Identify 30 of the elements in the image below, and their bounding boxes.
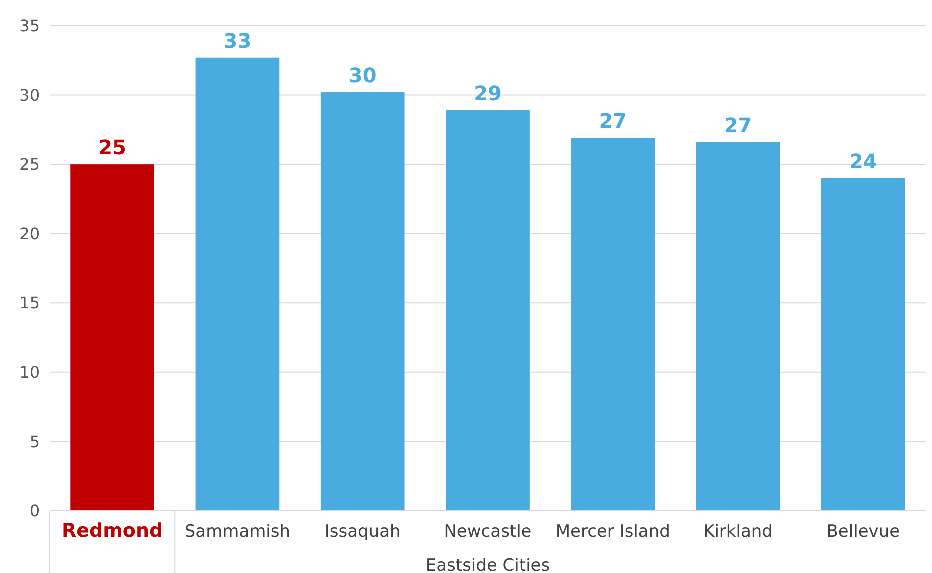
y-tick-label: 25 [20, 155, 40, 174]
x-tick-label: Sammamish [184, 522, 291, 542]
data-label: 24 [850, 149, 878, 174]
data-label: 29 [474, 82, 502, 106]
x-tick-label: Redmond [62, 520, 164, 542]
y-tick-label: 15 [20, 294, 40, 313]
x-axis-title: Eastside Cities [426, 556, 550, 573]
bar [196, 58, 280, 511]
y-tick-label: 5 [30, 432, 40, 452]
x-tick-label: Newcastle [444, 522, 532, 542]
bar [571, 138, 656, 511]
data-label: 27 [724, 113, 752, 138]
y-tick-label: 10 [20, 363, 40, 382]
data-label: 33 [224, 28, 252, 53]
data-label: 30 [348, 64, 377, 88]
y-tick-label: 20 [20, 224, 40, 244]
data-label: 25 [98, 136, 126, 160]
x-tick-label: Mercer Island [556, 522, 670, 542]
y-tick-label: 30 [20, 86, 40, 105]
bar [696, 142, 780, 511]
y-tick-label: 35 [20, 16, 40, 36]
bar [70, 164, 154, 511]
bar [446, 110, 530, 511]
x-tick-label: Issaquah [324, 522, 401, 542]
bar [320, 92, 405, 511]
x-tick-label: Kirkland [704, 522, 773, 542]
bar [822, 178, 906, 511]
x-tick-label: Bellevue [826, 522, 900, 542]
y-tick-label: 0 [30, 502, 40, 521]
data-label: 27 [599, 109, 628, 134]
